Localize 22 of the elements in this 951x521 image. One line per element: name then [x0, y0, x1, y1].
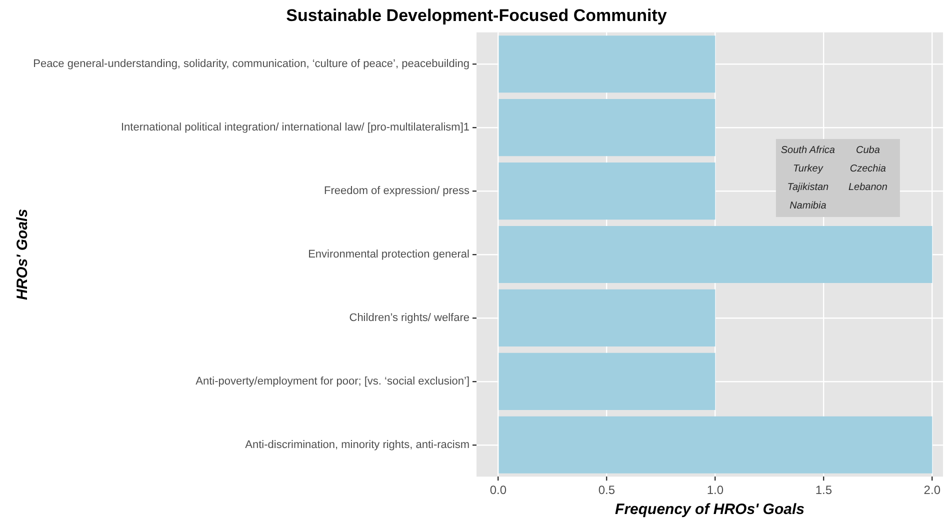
- annotation: Cuba: [856, 145, 880, 156]
- annotation: Turkey: [793, 164, 824, 175]
- x-tick-label: 0.5: [598, 483, 616, 498]
- annotation: Tajikistan: [787, 182, 830, 194]
- x-axis-title: Frequency of HROs' Goals: [615, 501, 804, 518]
- annotation: South Africa: [780, 145, 836, 156]
- x-tick-label: 0.0: [490, 483, 507, 498]
- y-axis-title: HROs' Goals: [14, 208, 32, 300]
- y-tick-label: Freedom of expression/ press: [324, 185, 470, 198]
- y-tick-label: Anti-discrimination, minority rights, anti-racism: [245, 438, 470, 451]
- x-tick-label: 1.5: [815, 483, 832, 498]
- y-tick-label: International political integration/ international law/ [pro-multilateralism]1: [120, 122, 470, 134]
- annotation: Namibia: [790, 200, 827, 212]
- x-tick-label: 2.0: [924, 483, 941, 498]
- chart-title: Sustainable Development-Focused Community: [286, 6, 668, 25]
- y-tick-label: Environmental protection general: [308, 248, 470, 261]
- annotation: Lebanon: [848, 182, 888, 194]
- y-tick-label: Peace general-understanding, solidarity, communication, ‘culture of peace’, peacebuilding: [33, 58, 470, 70]
- annotation: Czechia: [850, 164, 886, 175]
- x-tick-label: 1.0: [706, 483, 724, 498]
- y-tick-label: Anti-poverty/employment for poor; [vs. ‘social exclusion’]: [196, 375, 470, 388]
- y-tick-label: Children’s rights/ welfare: [349, 312, 470, 324]
